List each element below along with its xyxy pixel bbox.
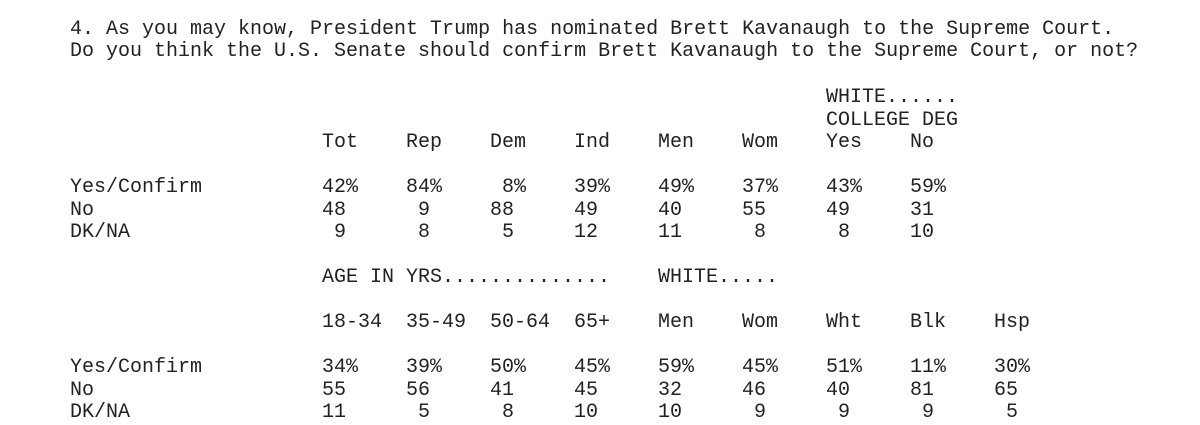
- row-label: Yes/Confirm: [70, 356, 203, 379]
- column-header: 50-64: [490, 311, 551, 334]
- row-label: No: [70, 378, 95, 402]
- cell: 34%: [322, 356, 359, 379]
- cell: 11%: [910, 356, 947, 379]
- cell: 8: [502, 401, 515, 424]
- cell: 12: [574, 221, 599, 244]
- cell: 45%: [742, 356, 779, 379]
- group-header: WHITE......: [826, 86, 959, 109]
- column-header: Wom: [742, 131, 779, 154]
- question-line: 4. As you may know, President Trump has …: [70, 18, 1115, 41]
- column-header: Wom: [742, 311, 779, 334]
- column-header: Ind: [574, 131, 611, 154]
- cell: 5: [502, 221, 515, 244]
- cell: 9: [334, 221, 347, 244]
- row-label: DK/NA: [70, 221, 131, 244]
- cell: 11: [322, 401, 347, 424]
- cell: 10: [658, 401, 683, 424]
- cell: 81: [910, 378, 935, 402]
- cell: 5: [1006, 401, 1019, 424]
- cell: 39%: [574, 176, 611, 199]
- column-header: 65+: [574, 311, 611, 334]
- cell: 31: [910, 198, 935, 222]
- cell: 10: [574, 401, 599, 424]
- cell: 40: [658, 198, 683, 222]
- cell: 9: [922, 401, 935, 424]
- cell: 5: [418, 401, 431, 424]
- cell: 88: [490, 198, 515, 222]
- column-header: Yes: [826, 131, 863, 154]
- cell: 55: [742, 198, 767, 222]
- cell: 50%: [490, 356, 527, 379]
- cell: 59%: [658, 356, 695, 379]
- column-header: 18-34: [322, 311, 383, 334]
- cell: 9: [754, 401, 767, 424]
- cell: 59%: [910, 176, 947, 199]
- group-header: AGE IN YRS..............: [322, 266, 611, 289]
- column-header: Men: [658, 131, 695, 154]
- cell: 37%: [742, 176, 779, 199]
- cell: 9: [838, 401, 851, 424]
- cell: 40: [826, 378, 851, 402]
- cell: 8: [838, 221, 851, 244]
- group-header: WHITE.....: [658, 266, 779, 289]
- column-header: Wht: [826, 311, 863, 334]
- cell: 46: [742, 378, 767, 402]
- column-header: Hsp: [994, 311, 1031, 334]
- cell: 11: [658, 221, 683, 244]
- row-label: No: [70, 198, 95, 222]
- group-header: COLLEGE DEG: [826, 108, 959, 132]
- cell: 43%: [826, 176, 863, 199]
- cell: 32: [658, 378, 683, 402]
- column-header: Dem: [490, 131, 527, 154]
- cell: 8%: [502, 176, 527, 199]
- cell: 39%: [406, 356, 443, 379]
- row-label: DK/NA: [70, 401, 131, 424]
- cell: 45: [574, 378, 599, 402]
- cell: 65: [994, 378, 1019, 402]
- column-header: Men: [658, 311, 695, 334]
- cell: 48: [322, 198, 347, 222]
- column-header: 35-49: [406, 311, 467, 334]
- cell: 84%: [406, 176, 443, 199]
- cell: 49: [574, 198, 599, 222]
- cell: 9: [418, 198, 431, 222]
- column-header: Tot: [322, 131, 359, 154]
- cell: 41: [490, 378, 515, 402]
- cell: 8: [418, 221, 431, 244]
- cell: 56: [406, 378, 431, 402]
- row-label: Yes/Confirm: [70, 176, 203, 199]
- cell: 10: [910, 221, 935, 244]
- cell: 8: [754, 221, 767, 244]
- cell: 42%: [322, 176, 359, 199]
- cell: 55: [322, 378, 347, 402]
- cell: 45%: [574, 356, 611, 379]
- cell: 49%: [658, 176, 695, 199]
- cell: 30%: [994, 356, 1031, 379]
- column-header: Rep: [406, 131, 443, 154]
- column-header: Blk: [910, 311, 947, 334]
- column-header: No: [910, 131, 935, 154]
- cell: 51%: [826, 356, 863, 379]
- cell: 49: [826, 198, 851, 222]
- question-line: Do you think the U.S. Senate should conf…: [70, 40, 1139, 63]
